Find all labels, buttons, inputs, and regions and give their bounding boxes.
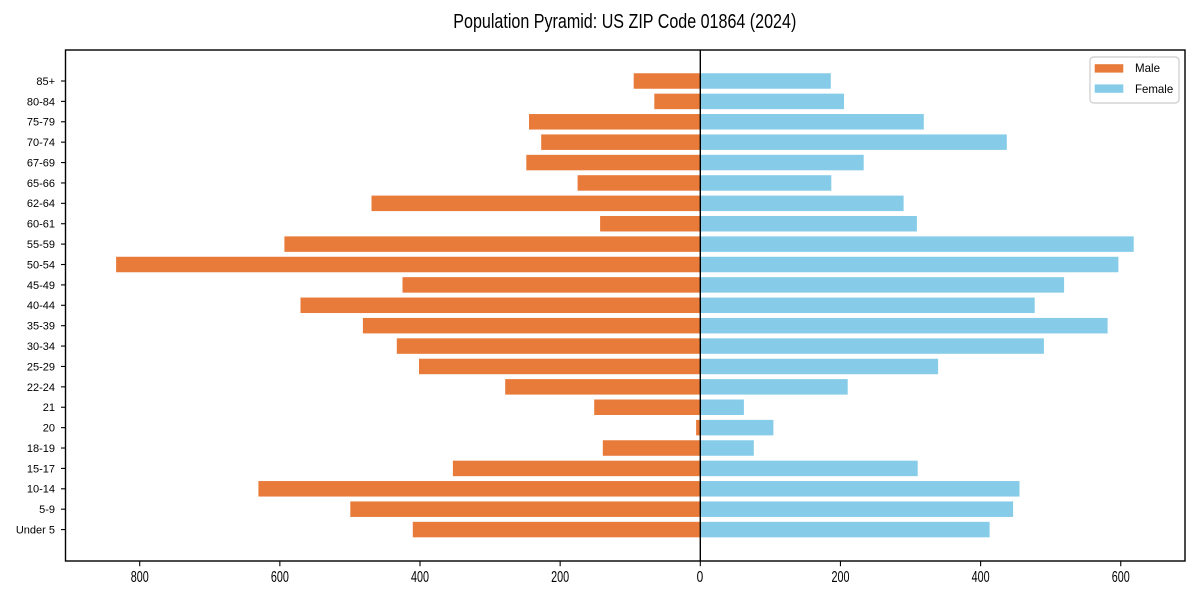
svg-text:65-66: 65-66 <box>27 178 55 190</box>
svg-text:10-14: 10-14 <box>27 484 55 496</box>
svg-text:200: 200 <box>551 569 569 586</box>
svg-text:600: 600 <box>271 569 289 586</box>
svg-text:67-69: 67-69 <box>27 157 55 169</box>
svg-text:20: 20 <box>43 423 55 435</box>
svg-text:Female: Female <box>1135 82 1174 96</box>
svg-text:62-64: 62-64 <box>27 198 55 210</box>
svg-text:Under 5: Under 5 <box>16 524 55 536</box>
svg-text:22-24: 22-24 <box>27 382 55 394</box>
svg-text:35-39: 35-39 <box>27 321 55 333</box>
svg-text:5-9: 5-9 <box>39 504 55 516</box>
svg-text:80-84: 80-84 <box>27 96 55 108</box>
svg-text:30-34: 30-34 <box>27 341 55 353</box>
svg-text:45-49: 45-49 <box>27 280 55 292</box>
svg-text:Population Pyramid: US ZIP Cod: Population Pyramid: US ZIP Code 01864 (2… <box>453 11 796 33</box>
svg-text:Male: Male <box>1135 61 1160 75</box>
svg-text:60-61: 60-61 <box>27 219 55 231</box>
svg-text:400: 400 <box>411 569 429 586</box>
svg-text:50-54: 50-54 <box>27 259 55 271</box>
svg-text:15-17: 15-17 <box>27 463 55 475</box>
svg-text:800: 800 <box>131 569 149 586</box>
svg-text:400: 400 <box>972 569 990 586</box>
svg-text:21: 21 <box>43 402 55 414</box>
svg-text:55-59: 55-59 <box>27 239 55 251</box>
svg-text:200: 200 <box>831 569 849 586</box>
svg-text:0: 0 <box>697 569 704 586</box>
svg-text:75-79: 75-79 <box>27 117 55 129</box>
svg-text:40-44: 40-44 <box>27 300 55 312</box>
svg-text:70-74: 70-74 <box>27 137 55 149</box>
svg-text:25-29: 25-29 <box>27 361 55 373</box>
svg-text:600: 600 <box>1112 569 1130 586</box>
svg-text:85+: 85+ <box>36 76 55 88</box>
svg-text:18-19: 18-19 <box>27 443 55 455</box>
